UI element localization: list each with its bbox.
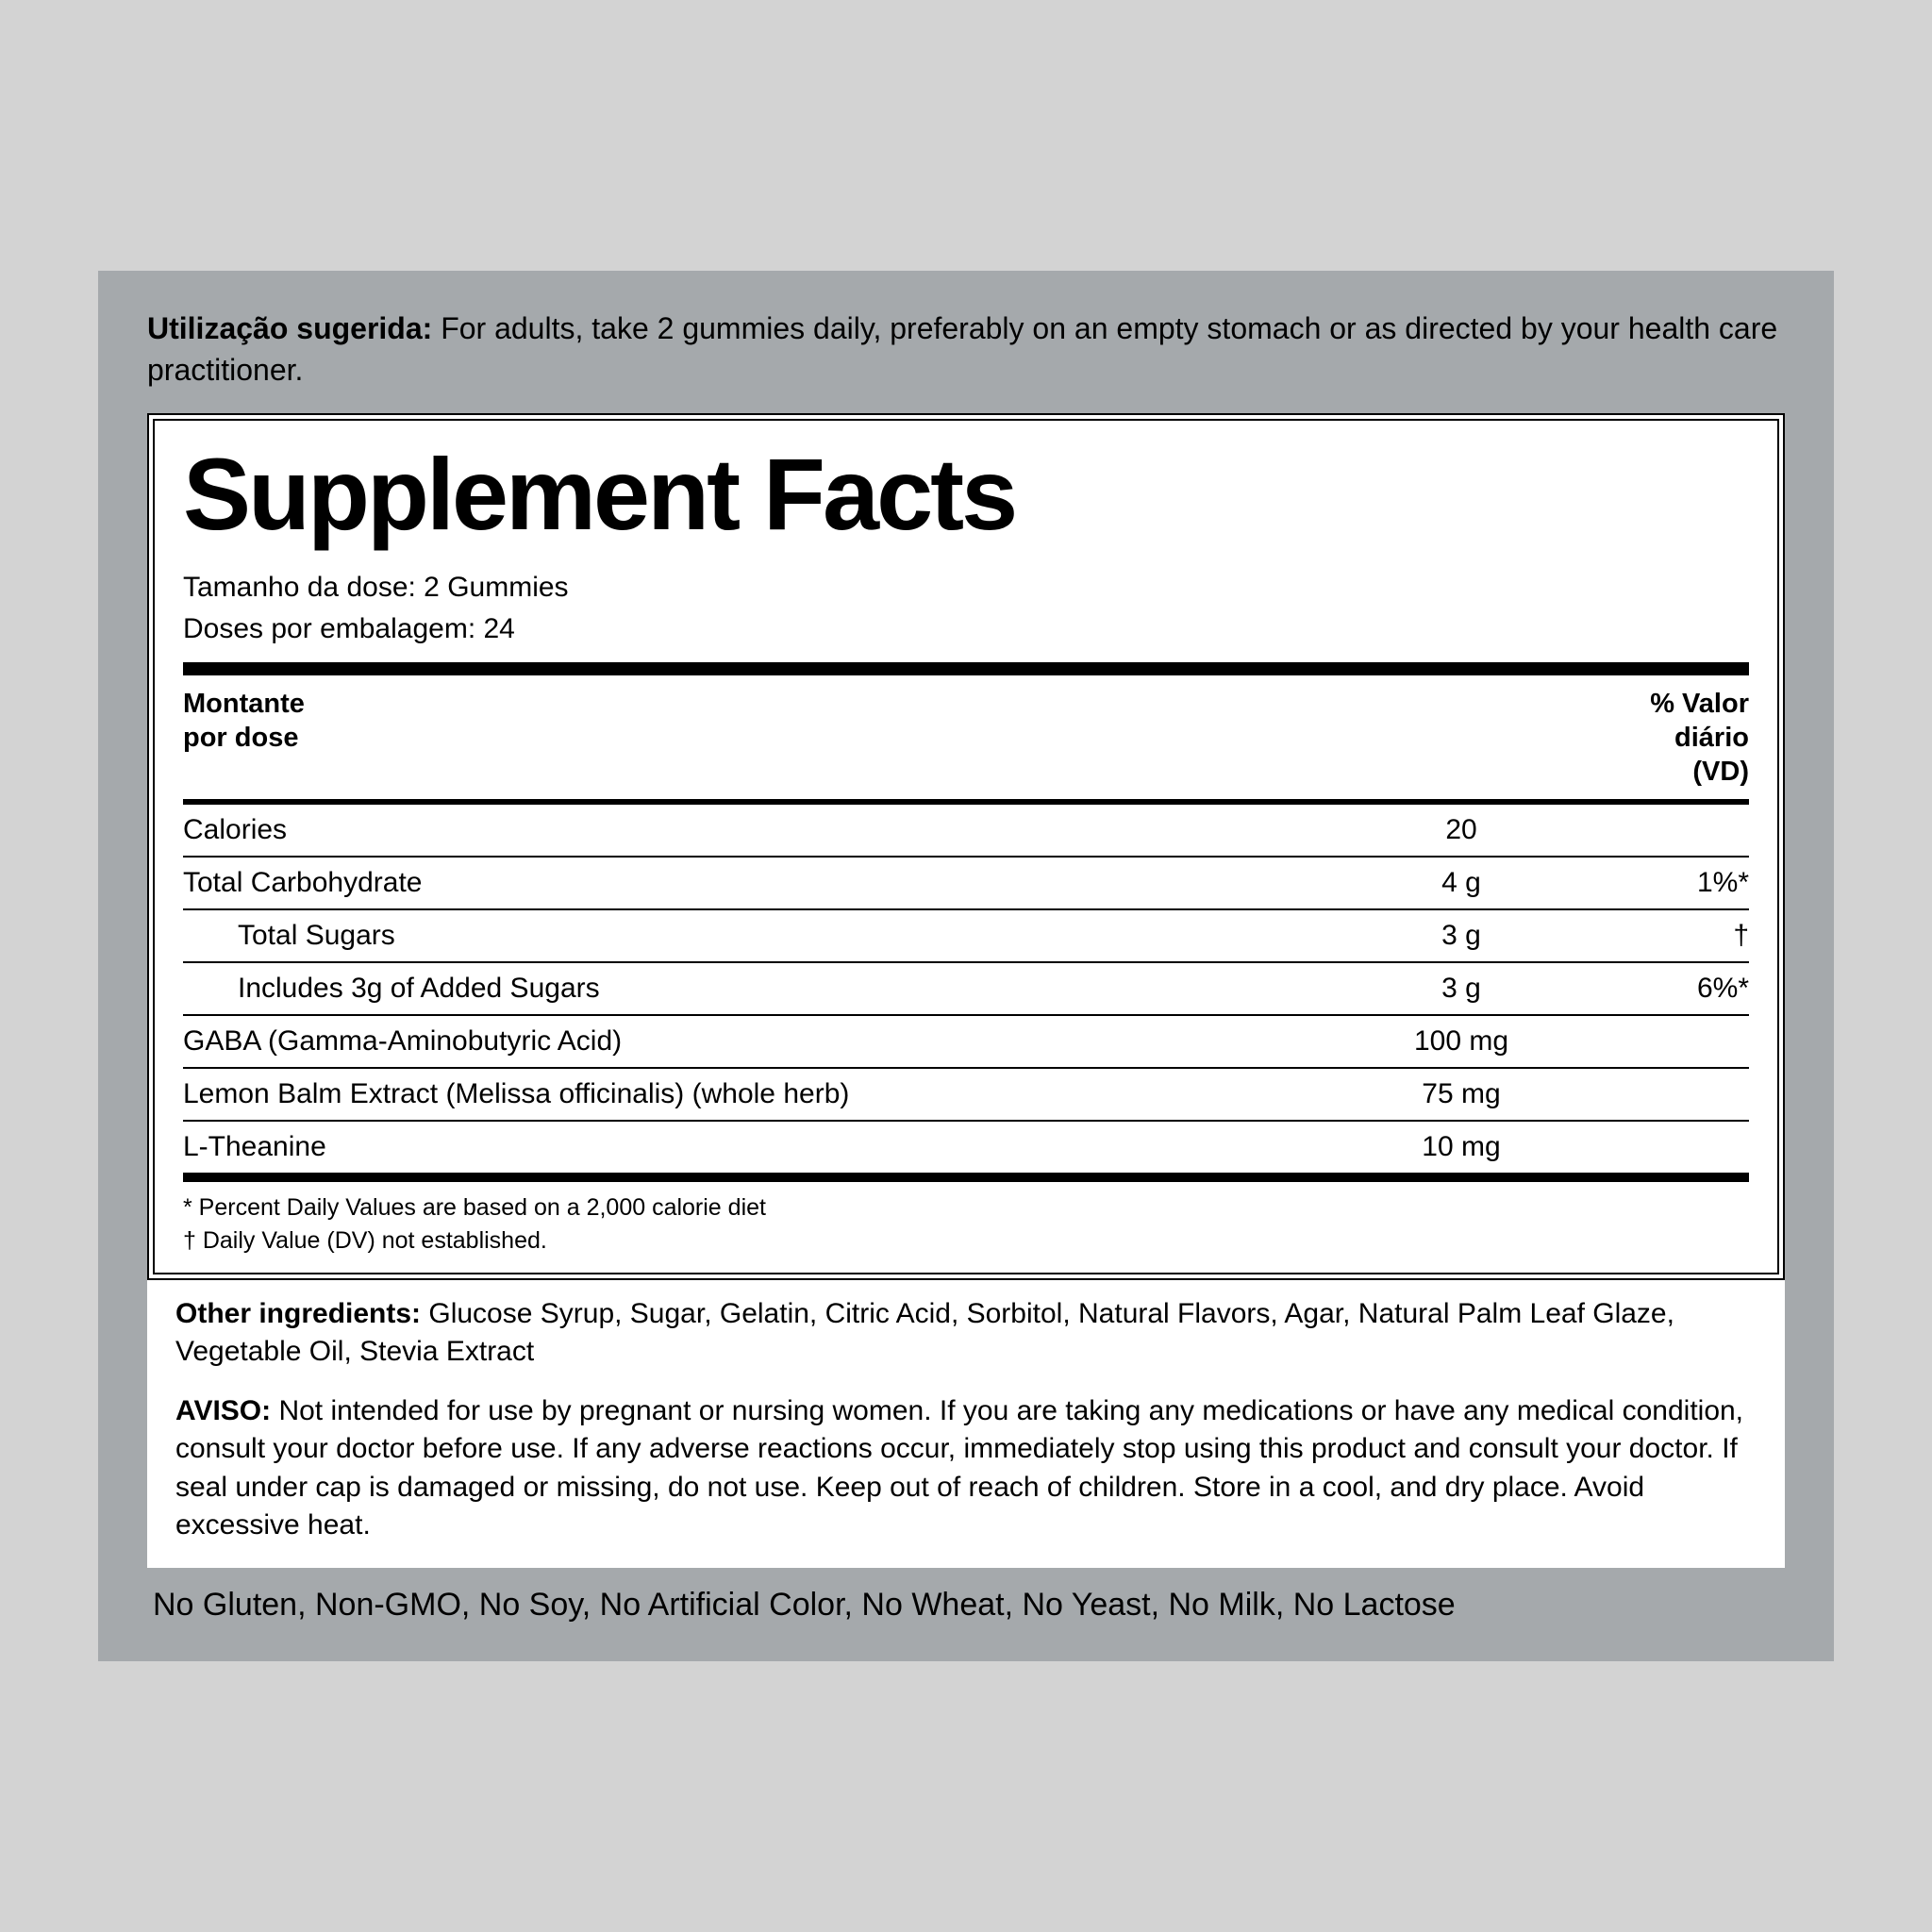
nutrient-row: L-Theanine10 mg — [183, 1122, 1749, 1174]
nutrient-amount: 20 — [1334, 814, 1589, 846]
footnotes: * Percent Daily Values are based on a 2,… — [183, 1182, 1749, 1257]
nutrient-name: Lemon Balm Extract (Melissa officinalis)… — [183, 1078, 1334, 1110]
nutrient-name: L-Theanine — [183, 1131, 1334, 1163]
nutrient-row: Includes 3g of Added Sugars3 g6%* — [183, 963, 1749, 1016]
nutrient-row: Total Sugars3 g† — [183, 910, 1749, 963]
header-right-2: diário — [1674, 723, 1749, 753]
other-ingredients: Other ingredients: Glucose Syrup, Sugar,… — [175, 1295, 1757, 1372]
serving-size: Tamanho da dose: 2 Gummies — [183, 572, 1749, 604]
nutrient-name: Includes 3g of Added Sugars — [183, 973, 1334, 1005]
header-right-1: % Valor — [1650, 689, 1749, 719]
nutrient-dv: † — [1589, 920, 1749, 952]
serving-size-value: 2 Gummies — [416, 572, 569, 603]
nutrient-amount: 10 mg — [1334, 1131, 1589, 1163]
nutrient-rows: Calories20Total Carbohydrate4 g1%*Total … — [183, 805, 1749, 1174]
supplement-facts-inner: Supplement Facts Tamanho da dose: 2 Gumm… — [153, 419, 1779, 1274]
warning-text: Not intended for use by pregnant or nurs… — [175, 1395, 1743, 1541]
header-right-3: (VD) — [1692, 757, 1749, 787]
warning: AVISO: Not intended for use by pregnant … — [175, 1392, 1757, 1545]
thick-rule-bottom — [183, 1173, 1749, 1182]
servings-per-label: Doses por embalagem: — [183, 613, 475, 644]
label-panel: Utilização sugerida: For adults, take 2 … — [98, 271, 1834, 1660]
supplement-facts-box: Supplement Facts Tamanho da dose: 2 Gumm… — [147, 413, 1785, 1280]
header-left-1: Montante — [183, 689, 305, 719]
nutrient-amount: 75 mg — [1334, 1078, 1589, 1110]
nutrient-name: Calories — [183, 814, 1334, 846]
servings-per-value: 24 — [475, 613, 515, 644]
header-left-2: por dose — [183, 723, 298, 753]
column-headers: Montante por dose % Valor diário (VD) — [183, 675, 1749, 805]
nutrient-name: GABA (Gamma-Aminobutyric Acid) — [183, 1025, 1334, 1058]
nutrient-amount: 3 g — [1334, 920, 1589, 952]
warning-label: AVISO: — [175, 1395, 271, 1426]
header-daily-value: % Valor diário (VD) — [1560, 687, 1749, 790]
nutrient-dv: 6%* — [1589, 973, 1749, 1005]
other-ingredients-label: Other ingredients: — [175, 1298, 421, 1329]
nutrient-amount: 100 mg — [1334, 1025, 1589, 1058]
below-facts-section: Other ingredients: Glucose Syrup, Sugar,… — [147, 1280, 1785, 1568]
free-from-line: No Gluten, Non-GMO, No Soy, No Artificia… — [147, 1568, 1785, 1624]
nutrient-row: GABA (Gamma-Aminobutyric Acid)100 mg — [183, 1016, 1749, 1069]
suggested-use-label: Utilização sugerida: — [147, 311, 432, 345]
footnote-2: † Daily Value (DV) not established. — [183, 1224, 1749, 1257]
footnote-1: * Percent Daily Values are based on a 2,… — [183, 1191, 1749, 1224]
serving-size-label: Tamanho da dose: — [183, 572, 416, 603]
nutrient-row: Total Carbohydrate4 g1%* — [183, 858, 1749, 910]
nutrient-amount: 4 g — [1334, 867, 1589, 899]
nutrient-row: Calories20 — [183, 805, 1749, 858]
nutrient-amount: 3 g — [1334, 973, 1589, 1005]
thick-rule — [183, 662, 1749, 675]
facts-title: Supplement Facts — [183, 443, 1749, 545]
nutrient-row: Lemon Balm Extract (Melissa officinalis)… — [183, 1069, 1749, 1122]
nutrient-dv: 1%* — [1589, 867, 1749, 899]
suggested-use: Utilização sugerida: For adults, take 2 … — [147, 308, 1785, 390]
nutrient-name: Total Sugars — [183, 920, 1334, 952]
servings-per-container: Doses por embalagem: 24 — [183, 613, 1749, 645]
header-amount-per-serving: Montante por dose — [183, 687, 1560, 790]
nutrient-name: Total Carbohydrate — [183, 867, 1334, 899]
